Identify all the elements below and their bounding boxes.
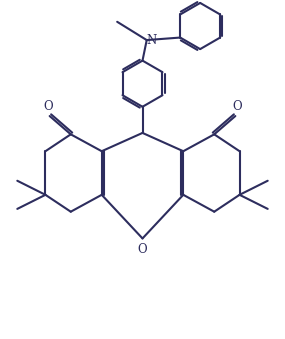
Text: O: O xyxy=(43,100,53,113)
Text: N: N xyxy=(147,34,157,46)
Text: O: O xyxy=(232,100,242,113)
Text: O: O xyxy=(138,243,147,256)
